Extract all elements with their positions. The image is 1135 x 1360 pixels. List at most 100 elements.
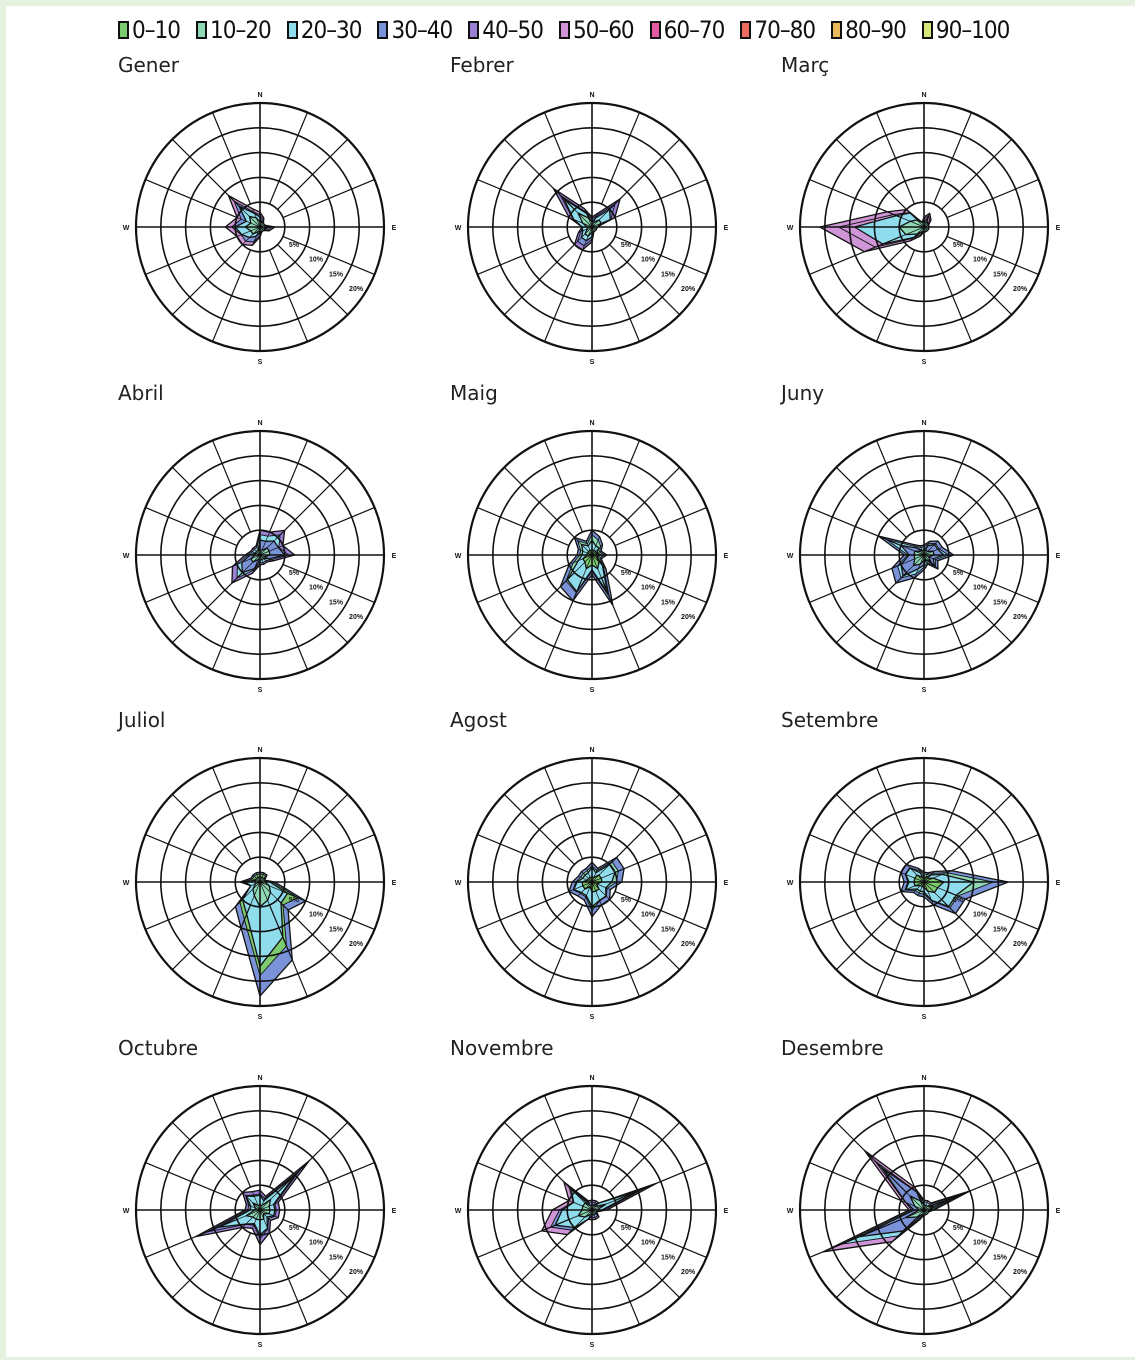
grid-spoke xyxy=(145,1218,238,1259)
compass-label-east: E xyxy=(724,553,729,560)
grid-spoke xyxy=(875,112,916,205)
grid-spoke xyxy=(932,767,973,860)
wind-spoke xyxy=(923,541,931,556)
wind-spoke xyxy=(252,554,261,574)
grid-spoke xyxy=(609,466,681,538)
grid-spoke xyxy=(614,235,707,276)
grid-spoke xyxy=(609,793,681,865)
legend-item: 10–20 xyxy=(196,16,272,44)
compass-label-south: S xyxy=(922,359,927,366)
grid-spoke xyxy=(171,1121,243,1193)
compass-label-west: W xyxy=(787,880,794,887)
ring-label: 20% xyxy=(1013,1269,1028,1276)
wind-spoke xyxy=(909,226,925,242)
compass-label-east: E xyxy=(1056,225,1061,232)
legend-swatch xyxy=(831,21,843,39)
wind-rose-chart: N E S W 5% 10% 15% 20% xyxy=(123,420,397,694)
ring-label: 10% xyxy=(641,585,656,592)
grid-spoke xyxy=(614,563,707,604)
grid-spoke xyxy=(145,563,238,604)
compass-label-north: N xyxy=(257,1075,262,1082)
ring-label: 10% xyxy=(309,912,324,919)
legend-swatch xyxy=(740,21,752,39)
wind-spoke xyxy=(591,881,602,906)
grid-spoke xyxy=(941,1227,1013,1299)
grid-spoke xyxy=(477,1218,570,1259)
ring-label: 20% xyxy=(349,941,364,948)
grid-spoke xyxy=(941,793,1013,865)
wind-rose-chart: N E S W 5% 10% 15% 20% xyxy=(455,747,729,1021)
grid-spoke xyxy=(614,178,707,219)
wind-spoke xyxy=(242,226,261,245)
compass-label-south: S xyxy=(922,1342,927,1349)
legend-swatch xyxy=(377,21,389,39)
wind-spoke xyxy=(923,213,931,228)
month-title: Gener xyxy=(118,53,180,77)
grid-spoke xyxy=(277,244,349,316)
compass-label-west: W xyxy=(455,1208,462,1215)
compass-label-south: S xyxy=(922,1014,927,1021)
compass-label-north: N xyxy=(257,420,262,427)
grid-spoke xyxy=(809,1218,902,1259)
legend-label: 10–20 xyxy=(210,16,272,44)
month-title: Juny xyxy=(781,381,825,405)
grid-spoke xyxy=(282,563,375,604)
ring-label: 20% xyxy=(681,286,696,293)
grid-spoke xyxy=(809,833,902,874)
compass-label-north: N xyxy=(921,747,926,754)
wind-spoke xyxy=(591,1202,600,1211)
legend-swatch xyxy=(468,21,480,39)
wind-spoke xyxy=(900,872,925,883)
ring-label: 5% xyxy=(289,1225,300,1232)
grid-spoke xyxy=(277,572,349,644)
grid-spoke xyxy=(875,904,916,997)
ring-label: 5% xyxy=(289,897,300,904)
ring-label: 5% xyxy=(953,897,964,904)
grid-spoke xyxy=(211,1232,252,1325)
grid-spoke xyxy=(477,235,570,276)
wind-spoke xyxy=(585,868,593,883)
compass-label-west: W xyxy=(787,225,794,232)
wind-rose-chart: N E S W 5% 10% 15% 20% xyxy=(123,747,397,1021)
grid-spoke xyxy=(875,1095,916,1188)
grid-spoke xyxy=(503,572,575,644)
wind-spoke xyxy=(900,1200,925,1211)
grid-spoke xyxy=(145,235,238,276)
compass-label-west: W xyxy=(123,225,130,232)
ring-label: 15% xyxy=(329,599,344,606)
grid-spoke xyxy=(543,112,584,205)
grid-spoke xyxy=(941,244,1013,316)
grid-spoke xyxy=(809,235,902,276)
wind-rose-chart: N E S W 5% 10% 15% 20% xyxy=(787,92,1061,366)
wind-spoke xyxy=(591,881,610,900)
ring-label: 5% xyxy=(289,570,300,577)
wind-rose-chart: N E S W 5% 10% 15% 20% xyxy=(123,92,397,366)
grid-spoke xyxy=(543,904,584,997)
compass-label-south: S xyxy=(922,687,927,694)
wind-spoke xyxy=(259,554,268,563)
grid-spoke xyxy=(932,1095,973,1188)
ring-label: 10% xyxy=(641,1240,656,1247)
grid-spoke xyxy=(946,1161,1039,1202)
legend-label: 70–80 xyxy=(754,16,816,44)
grid-spoke xyxy=(543,1095,584,1188)
wind-spoke xyxy=(585,541,593,556)
legend-item: 60–70 xyxy=(649,16,725,44)
wind-spoke xyxy=(252,208,261,228)
wind-spoke xyxy=(591,544,603,556)
compass-label-north: N xyxy=(257,92,262,99)
wind-spoke xyxy=(917,881,925,896)
grid-spoke xyxy=(835,1227,907,1299)
compass-label-south: S xyxy=(590,687,595,694)
grid-spoke xyxy=(503,793,575,865)
grid-spoke xyxy=(941,138,1013,210)
wind-spoke xyxy=(914,554,925,579)
ring-label: 20% xyxy=(681,614,696,621)
compass-label-south: S xyxy=(258,687,263,694)
month-title: Març xyxy=(781,53,830,77)
month-title: Octubre xyxy=(118,1036,199,1060)
grid-spoke xyxy=(145,1161,238,1202)
ring-label: 15% xyxy=(993,1254,1008,1261)
wind-rose-chart: N E S W 5% 10% 15% 20% xyxy=(455,420,729,694)
grid-spoke xyxy=(277,138,349,210)
